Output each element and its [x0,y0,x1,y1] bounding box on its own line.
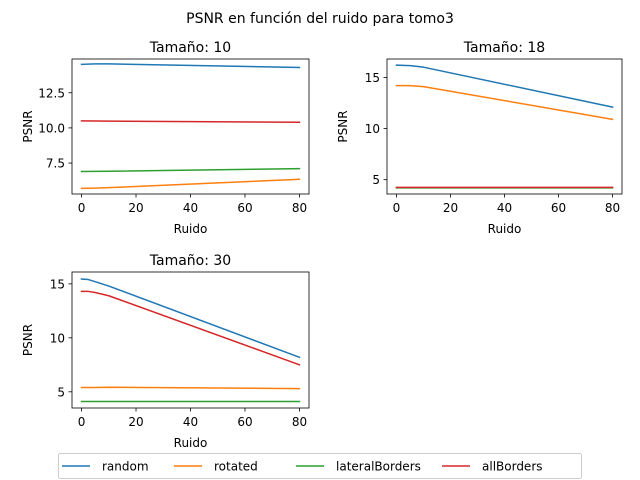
legend-label: random [102,460,149,474]
y-axis-label: PSNR [21,110,35,142]
legend-entry-lateralBorders: lateralBorders [296,460,421,474]
subplot-title: Tamaño: 30 [149,253,231,269]
y-tick-label: 15 [365,71,380,85]
legend-label: allBorders [482,460,543,474]
x-tick-label: 0 [393,201,401,215]
subplot-2: 0 20 40 60 80 5 10 15 Tamaño: 18 Ruido PSNR [336,40,623,236]
series-line-lateralBorders [80,167,301,173]
y-tick-label: 10 [365,122,380,136]
x-tick-label: 0 [78,201,86,215]
figure-title: PSNR en función del ruido para tomo3 [186,11,454,27]
y-tick-label: 12.5 [38,86,65,100]
x-tick-label: 20 [128,201,143,215]
y-tick-label: 10.0 [38,121,65,135]
x-tick-label: 60 [237,201,252,215]
series-line-rotated [80,178,301,190]
axes-frame [386,58,623,195]
y-axis-label: PSNR [21,324,35,356]
legend-label: rotated [214,460,258,474]
x-tick-label: 60 [551,201,566,215]
series-line-random [395,64,614,108]
legend-entry-rotated: rotated [174,460,258,474]
x-tick-label: 20 [128,415,143,429]
x-tick-label: 60 [237,415,252,429]
y-tick-label: 5 [57,385,65,399]
x-axis-label: Ruido [488,222,522,236]
y-tick-label: 7.5 [46,157,65,171]
x-tick-label: 80 [605,201,620,215]
series-line-random [80,278,301,359]
subplot-title: Tamaño: 18 [463,40,545,56]
x-axis-label: Ruido [174,222,208,236]
series-line-random [80,63,301,69]
x-tick-label: 40 [183,201,198,215]
legend-label: lateralBorders [336,460,421,474]
legend: random rotated lateralBorders allBorders [58,453,582,479]
legend-entry-allBorders: allBorders [442,460,543,474]
series-line-allBorders [80,290,301,366]
y-tick-label: 15 [50,277,65,291]
series-line-allBorders [80,120,301,124]
x-tick-label: 20 [443,201,458,215]
y-tick-label: 5 [372,173,380,187]
legend-entry-random: random [62,460,149,474]
subplot-1: 0 20 40 60 80 7.5 10.0 12.5 Tamaño: 10 Ruido PSNR [21,40,310,236]
y-tick-label: 10 [50,331,65,345]
x-tick-label: 80 [292,415,307,429]
y-axis-label: PSNR [336,110,350,142]
series-line-rotated [395,84,614,121]
subplot-3: 0 20 40 60 80 5 10 15 Tamaño: 30 Ruido PSNR [21,253,310,450]
subplot-title: Tamaño: 10 [149,40,231,56]
x-tick-label: 80 [292,201,307,215]
x-tick-label: 40 [497,201,512,215]
series-line-rotated [80,386,301,390]
x-axis-label: Ruido [174,436,208,450]
x-tick-label: 40 [183,415,198,429]
x-tick-label: 0 [78,415,86,429]
axes-frame [71,58,310,195]
